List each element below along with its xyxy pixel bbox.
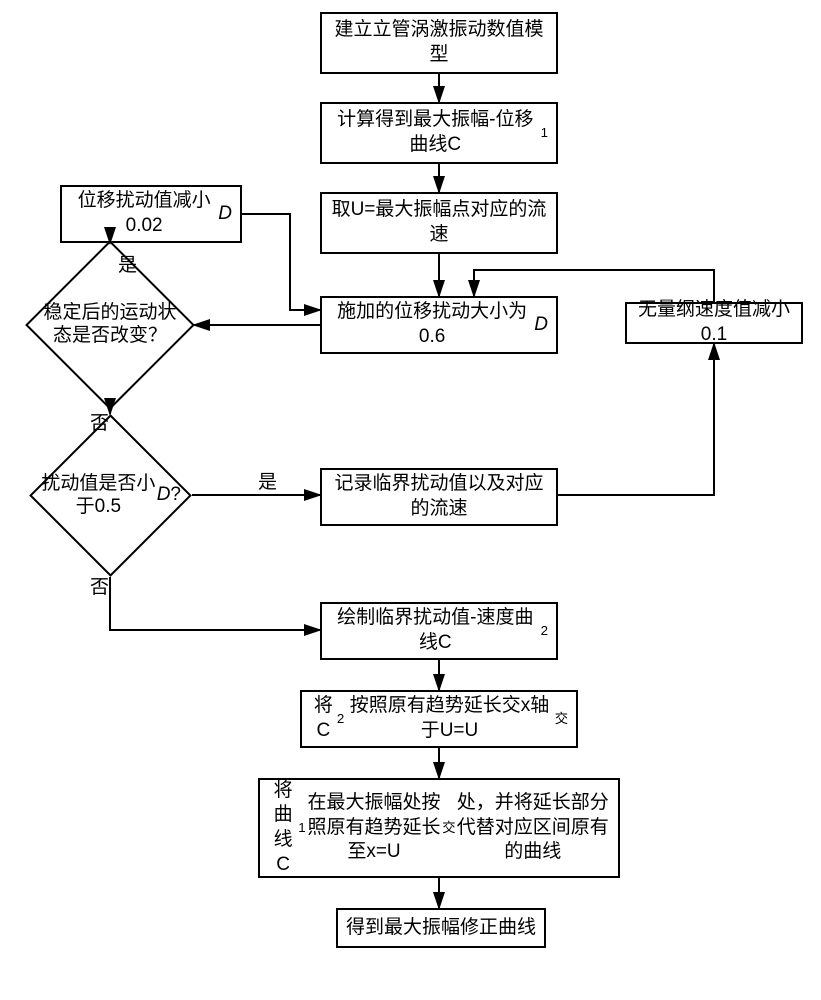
node-result: 得到最大振幅修正曲线 [336, 908, 546, 948]
label-yes-1: 是 [118, 250, 137, 277]
node-take-u: 取U=最大振幅点对应的流速 [320, 192, 558, 254]
label-yes-2: 是 [258, 467, 277, 494]
node-plot-c2: 绘制临界扰动值-速度曲线C2 [320, 602, 558, 660]
decision-state-changed: 稳定后的运动状态是否改变？ [25, 240, 195, 410]
node-decrease-002d: 位移扰动值减小0.02D [60, 185, 242, 243]
node-decrease-vel: 无量纲速度值减小0.1 [625, 302, 803, 344]
node-extend-c1: 将曲线C1在最大振幅处按照原有趋势延长至x=U交处，并将延长部分代替对应区间原有… [258, 778, 620, 878]
decision-less-05d: 扰动值是否小于0.5D? [28, 413, 193, 578]
node-extend-c2: 将C2按照原有趋势延长交x轴于U=U交 [300, 690, 578, 748]
decision-less-05d-text: 扰动值是否小于0.5D? [28, 413, 193, 578]
label-no-1: 否 [90, 408, 109, 435]
decision-state-changed-text: 稳定后的运动状态是否改变？ [25, 240, 195, 410]
node-apply-06d: 施加的位移扰动大小为0.6D [320, 296, 558, 354]
label-no-2: 否 [90, 572, 109, 599]
node-record-critical: 记录临界扰动值以及对应的流速 [320, 468, 558, 526]
node-build-model: 建立立管涡激振动数值模型 [320, 12, 558, 74]
node-compute-c1: 计算得到最大振幅-位移曲线C1 [320, 102, 558, 164]
